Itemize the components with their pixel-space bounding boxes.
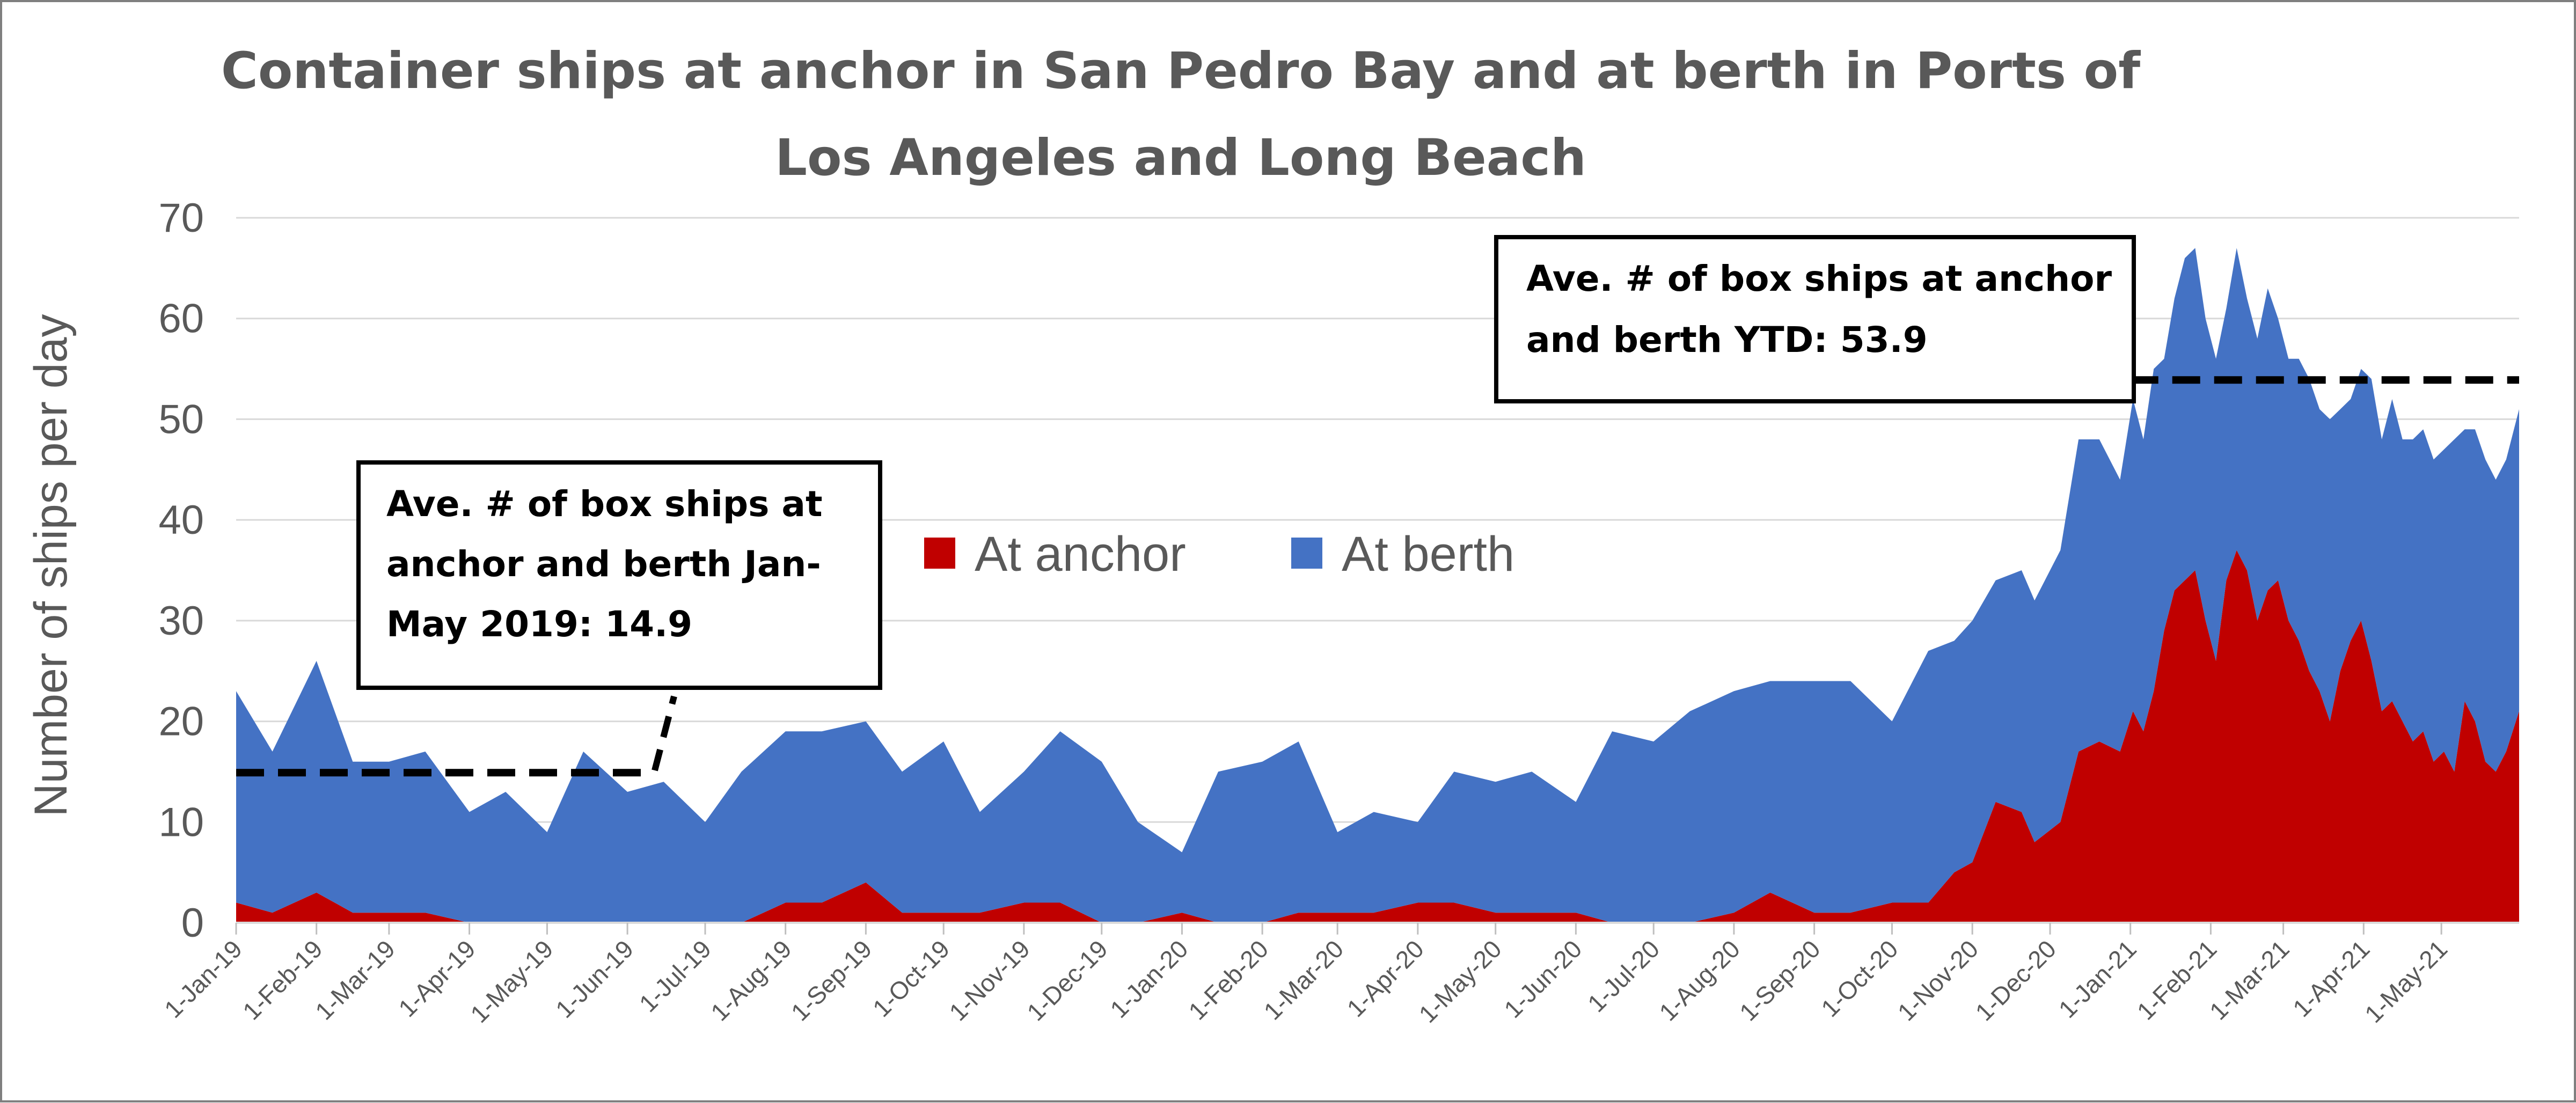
- x-tick-label: 1-Jan-21: [2053, 935, 2142, 1023]
- callout-box-2019: [356, 460, 882, 690]
- chart-title-line-1: Container ships at anchor in San Pedro B…: [221, 42, 2141, 100]
- x-tick-label: 1-Mar-21: [2204, 935, 2295, 1025]
- x-tick-label: 1-Jul-19: [634, 935, 716, 1017]
- x-tick-label: 1-Sep-20: [1734, 935, 1826, 1026]
- callout-2019-line-3: May 2019: 14.9: [386, 604, 692, 645]
- area-at-anchor: [236, 550, 2519, 923]
- legend-swatch-at-anchor: [924, 538, 955, 569]
- callout-ytd-average: Ave. # of box ships at anchor and berth …: [1494, 235, 2136, 403]
- legend-label-at-berth: At berth: [1342, 527, 1514, 582]
- x-tick-label: 1-Mar-19: [310, 935, 400, 1025]
- callout-ytd-line-2: and berth YTD: 53.9: [1526, 319, 1928, 361]
- y-tick-label: 10: [158, 799, 204, 845]
- callout-2019-line-2: anchor and berth Jan-: [386, 543, 821, 585]
- x-tick-label: 1-Oct-19: [867, 935, 955, 1022]
- average-lines: [236, 376, 2519, 777]
- callout-2019-line-1: Ave. # of box ships at: [386, 483, 823, 525]
- x-tick-label: 1-Jan-20: [1104, 935, 1193, 1023]
- chart-title-line-2: Los Angeles and Long Beach: [775, 129, 1586, 187]
- x-tick-label: 1-Jun-19: [550, 935, 639, 1023]
- x-tick-label: 1-Mar-20: [1258, 935, 1349, 1025]
- x-tick-label: 1-Sep-19: [786, 935, 877, 1026]
- x-axis-ticks: 1-Jan-191-Feb-191-Mar-191-Apr-191-May-19…: [159, 922, 2519, 1028]
- y-tick-label: 50: [158, 396, 204, 442]
- callout-leader-line: [652, 695, 677, 771]
- x-tick-label: 1-May-21: [2359, 935, 2453, 1028]
- x-tick-label: 1-Nov-20: [1892, 935, 1984, 1026]
- x-tick-label: 1-Jul-20: [1582, 935, 1665, 1017]
- y-tick-label: 30: [158, 598, 204, 644]
- x-tick-label: 1-May-19: [465, 935, 558, 1028]
- y-axis-ticks: 0 10 20 30 40 50 60 70: [158, 195, 204, 946]
- x-tick-label: 1-Dec-20: [1970, 935, 2062, 1026]
- x-tick-label: 1-Feb-21: [2132, 935, 2222, 1025]
- plot-areas: [236, 248, 2519, 923]
- y-tick-label: 20: [158, 699, 204, 745]
- legend: At anchor At berth: [924, 527, 1514, 582]
- y-tick-label: 40: [158, 497, 204, 543]
- legend-swatch-at-berth: [1291, 538, 1322, 569]
- x-tick-label: 1-Jun-20: [1498, 935, 1587, 1023]
- callout-2019-average: Ave. # of box ships at anchor and berth …: [356, 460, 882, 771]
- area-at-berth: [236, 248, 2519, 923]
- legend-label-at-anchor: At anchor: [975, 527, 1186, 582]
- x-tick-label: 1-Feb-19: [237, 935, 328, 1025]
- y-tick-label: 70: [158, 195, 204, 241]
- x-tick-label: 1-Feb-20: [1183, 935, 1274, 1025]
- x-tick-label: 1-Aug-19: [705, 935, 797, 1026]
- x-tick-label: 1-Nov-19: [943, 935, 1035, 1026]
- x-tick-label: 1-Aug-20: [1653, 935, 1745, 1026]
- y-tick-label: 60: [158, 296, 204, 342]
- x-tick-label: 1-Dec-19: [1021, 935, 1113, 1026]
- x-tick-label: 1-Jan-19: [159, 935, 247, 1023]
- x-tick-label: 1-Oct-20: [1816, 935, 1903, 1022]
- y-axis-label: Number of ships per day: [25, 314, 77, 817]
- y-tick-label: 0: [181, 900, 204, 946]
- x-tick-label: 1-May-20: [1414, 935, 1507, 1028]
- callout-ytd-line-1: Ave. # of box ships at anchor: [1526, 258, 2112, 299]
- callout-box-ytd: [1494, 235, 2136, 403]
